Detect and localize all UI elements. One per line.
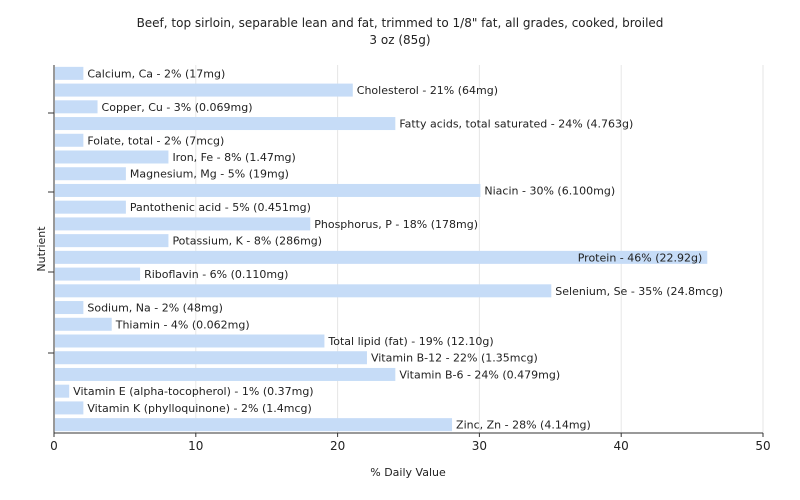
bar [55,267,141,281]
bar [55,317,112,331]
bar-label: Vitamin E (alpha-tocopherol) - 1% (0.37m… [73,385,313,398]
bar [55,234,169,248]
bar [55,100,98,114]
bar-label: Thiamin - 4% (0.062mg) [115,318,250,331]
bar [55,367,396,381]
bar [55,351,367,365]
bar [55,384,70,398]
bar [55,284,552,298]
bar-label: Fatty acids, total saturated - 24% (4.76… [399,118,633,131]
bar-label: Calcium, Ca - 2% (17mg) [87,67,225,80]
bar-label: Vitamin B-6 - 24% (0.479mg) [399,368,560,381]
bar-label: Vitamin B-12 - 22% (1.35mcg) [371,352,538,365]
bar [55,133,84,147]
bar-label: Vitamin K (phylloquinone) - 2% (1.4mcg) [87,402,311,415]
x-tick-label: 10 [188,439,203,453]
bar [55,83,353,97]
bar-label: Copper, Cu - 3% (0.069mg) [102,101,253,114]
x-tick-label: 0 [50,439,58,453]
bar-label: Potassium, K - 8% (286mg) [172,235,322,248]
bar-label: Niacin - 30% (6.100mg) [484,184,615,197]
x-tick-label: 40 [614,439,629,453]
bar [55,117,396,131]
chart-subtitle: 3 oz (85g) [369,33,430,47]
bar-label: Selenium, Se - 35% (24.8mcg) [555,285,723,298]
bar [55,183,481,197]
bar-label: Riboflavin - 6% (0.110mg) [144,268,288,281]
y-axis-label: Nutrient [35,226,48,272]
bar [55,334,325,348]
bar-label: Cholesterol - 21% (64mg) [357,84,498,97]
bar-label: Pantothenic acid - 5% (0.451mg) [130,201,311,214]
bar-label: Phosphorus, P - 18% (178mg) [314,218,478,231]
bar [55,200,126,214]
x-tick-label: 50 [755,439,770,453]
bar [55,401,84,415]
bar [55,66,84,80]
bar [55,250,708,264]
bar-label: Iron, Fe - 8% (1.47mg) [172,151,295,164]
bar [55,301,84,315]
bar-label: Total lipid (fat) - 19% (12.10g) [327,335,493,348]
bar [55,167,126,181]
x-axis-label: % Daily Value [370,466,446,479]
chart-title: Beef, top sirloin, separable lean and fa… [137,16,664,30]
x-tick-label: 20 [330,439,345,453]
bar-label: Zinc, Zn - 28% (4.14mg) [456,419,591,432]
bar-label: Sodium, Na - 2% (48mg) [87,302,223,315]
bar [55,150,169,164]
bar [55,418,453,432]
bar-label: Folate, total - 2% (7mcg) [87,134,224,147]
bar [55,217,311,231]
bar-label: Protein - 46% (22.92g) [578,251,703,264]
bars-group: Calcium, Ca - 2% (17mg) Cholesterol - 21%… [55,66,723,432]
x-tick-label: 30 [472,439,487,453]
bar-label: Magnesium, Mg - 5% (19mg) [130,168,289,181]
axes-group: 0 10 20 30 40 50 [48,65,771,453]
